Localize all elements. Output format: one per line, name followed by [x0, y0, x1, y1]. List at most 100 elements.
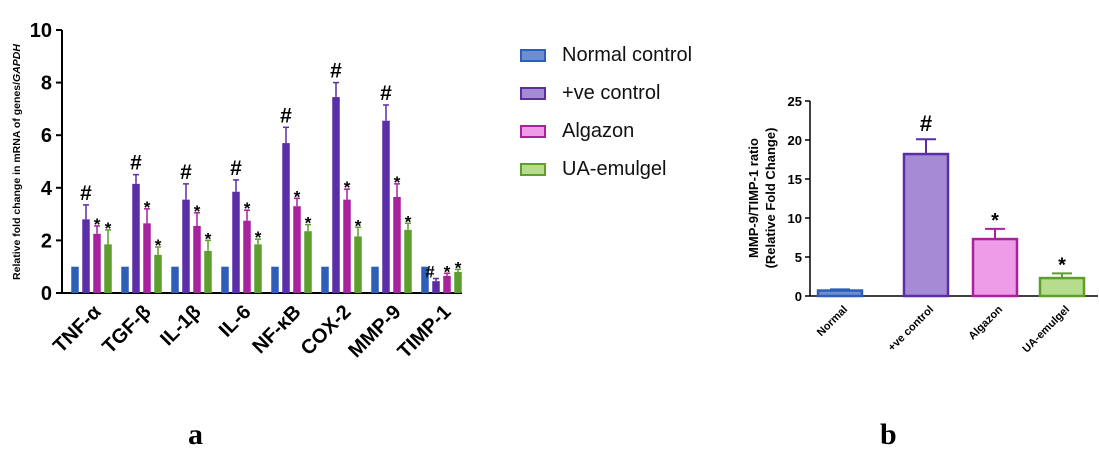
x-tick-label: Algazon: [966, 303, 1005, 342]
bar: [182, 199, 190, 293]
bar: [104, 244, 112, 293]
x-tick-label: UA-emulgel: [1020, 304, 1072, 356]
bar: [304, 231, 312, 293]
bar: [454, 271, 462, 293]
significance-star: *: [144, 198, 151, 217]
legend-label: Algazon: [562, 119, 635, 142]
y-tick-label: 20: [788, 133, 802, 148]
bar: [193, 225, 201, 293]
x-tick-label: TIMP-1: [394, 301, 456, 363]
x-tick-label: IL-6: [215, 301, 256, 342]
y-tick-label: 15: [788, 172, 802, 187]
bar: [332, 97, 340, 293]
y-tick-label: 10: [30, 20, 52, 42]
legend-swatch: [520, 162, 546, 176]
bar: [171, 266, 179, 293]
significance-star: *: [455, 258, 462, 277]
significance-star: *: [205, 229, 212, 248]
chart-b: 0 5 10 15 20 25 MMP-9/TIMP-1 ratio (Relative Fo…: [746, 94, 1098, 355]
bar: [204, 250, 212, 293]
legend-label: UA-emulgel: [562, 157, 667, 180]
y-tick-label: 0: [795, 289, 802, 304]
bar: [293, 206, 301, 293]
bar: [254, 244, 262, 293]
bar: [143, 223, 151, 293]
legend: Normal control +ve control Algazon UA-em…: [520, 36, 692, 188]
legend-label: +ve control: [562, 81, 661, 104]
legend-swatch: [520, 86, 546, 100]
bar: [282, 143, 290, 293]
bar: [354, 236, 362, 293]
bar: [382, 120, 390, 293]
y-axis-title-line1: MMP-9/TIMP-1 ratio: [746, 138, 761, 258]
x-tick-label: Normal: [815, 304, 850, 339]
significance-star: *: [394, 173, 401, 192]
significance-hash: #: [180, 161, 192, 184]
bar: [421, 266, 429, 293]
significance-star: *: [105, 219, 112, 238]
bar: [1038, 276, 1086, 298]
legend-item-positive-control: +ve control: [520, 74, 692, 112]
chart-a: 0 2 4 6 8 10 Relative fold change in mRNA of g…: [11, 20, 462, 363]
bar: [971, 237, 1019, 298]
bar: [432, 281, 440, 293]
bar: [132, 183, 140, 293]
y-tick-label: 5: [795, 250, 802, 265]
bar: [271, 266, 279, 293]
x-tick-label: +ve control: [886, 304, 936, 354]
y-tick-label: 6: [41, 125, 52, 147]
significance-star: *: [305, 214, 312, 233]
bar: [82, 219, 90, 293]
x-tick-label: IL-1β: [156, 301, 205, 350]
significance-star: *: [294, 187, 301, 206]
bar: [321, 266, 329, 293]
bar: [71, 266, 79, 293]
significance-hash: #: [280, 104, 292, 127]
significance-star: *: [355, 216, 362, 235]
x-tick-label: TGF-β: [98, 301, 155, 358]
significance-hash: #: [230, 157, 242, 180]
legend-item-algazon: Algazon: [520, 112, 692, 150]
significance-star: *: [94, 215, 101, 234]
bar: [404, 229, 412, 293]
significance-star: *: [244, 199, 251, 218]
bar: [343, 199, 351, 293]
bar: [232, 191, 240, 293]
significance-hash: #: [380, 82, 392, 105]
significance-star: *: [444, 262, 451, 281]
y-axis-title: Relative fold change in mRNA of genes/GA…: [11, 44, 23, 280]
significance-star: *: [155, 236, 162, 255]
x-tick-label: NF-κB: [248, 301, 305, 358]
significance-hash: #: [80, 182, 92, 205]
legend-item-normal-control: Normal control: [520, 36, 692, 74]
significance-hash: #: [425, 263, 435, 282]
legend-swatch: [520, 48, 546, 62]
bar: [221, 266, 229, 293]
significance-hash: #: [330, 60, 342, 83]
significance-star: *: [405, 212, 412, 231]
legend-item-ua-emulgel: UA-emulgel: [520, 150, 692, 188]
significance-hash: #: [130, 152, 142, 175]
y-tick-label: 2: [41, 230, 52, 252]
bar: [154, 254, 162, 293]
significance-star: *: [344, 178, 351, 197]
x-tick-label: MMP-9: [344, 301, 405, 362]
significance-star: *: [194, 202, 201, 221]
panel-label-b: b: [880, 418, 897, 451]
bar: [371, 266, 379, 293]
bar: [393, 197, 401, 293]
significance-star: *: [991, 210, 999, 232]
legend-label: Normal control: [562, 43, 693, 66]
significance-star: *: [1058, 254, 1066, 276]
legend-swatch: [520, 124, 546, 138]
bar: [121, 266, 129, 293]
y-tick-label: 0: [41, 283, 52, 305]
y-tick-label: 10: [788, 211, 802, 226]
y-tick-label: 4: [41, 178, 53, 200]
y-tick-label: 8: [41, 73, 52, 95]
bar: [93, 233, 101, 293]
bar: [902, 152, 950, 298]
y-axis-title-line2: (Relative Fold Change): [763, 128, 778, 269]
significance-hash: #: [920, 111, 932, 136]
